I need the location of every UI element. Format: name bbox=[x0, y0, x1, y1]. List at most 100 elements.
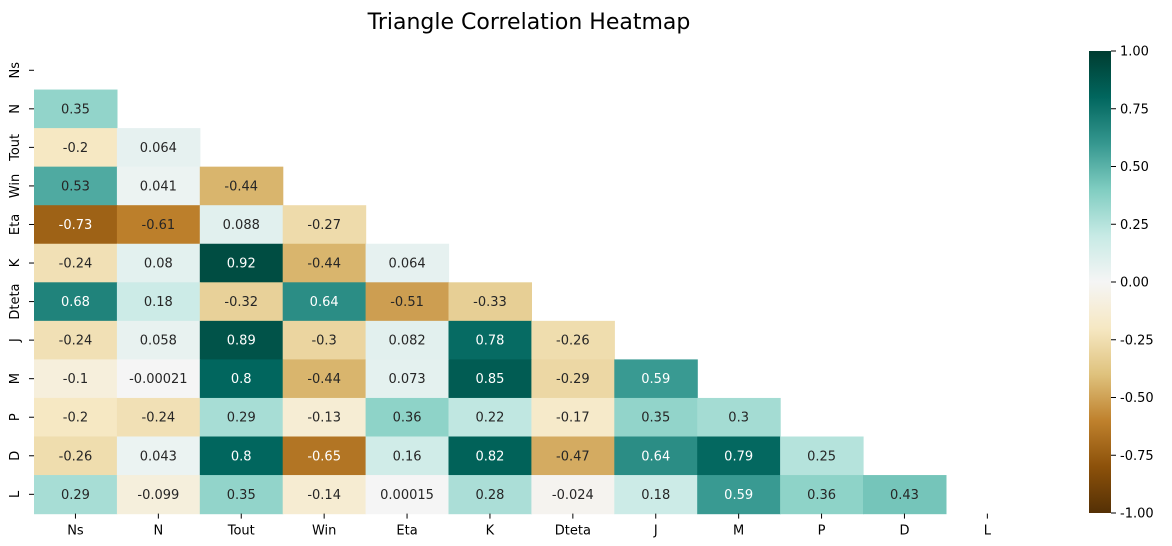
y-tick-label-Ns: Ns bbox=[8, 62, 23, 79]
heatmap-cell-P-Eta bbox=[365, 397, 450, 438]
y-tick-label-Win: Win bbox=[8, 174, 23, 198]
colorbar: -1.00 -0.75 -0.50 -0.25 0.00 0.25 0.50 0.75 1.00 bbox=[1089, 45, 1154, 522]
cell-value-J-Tout: 0.89 bbox=[227, 334, 256, 349]
x-tick-label-D: D bbox=[899, 524, 909, 539]
cell-value-D-Dteta: -0.47 bbox=[556, 449, 590, 464]
heatmap-cell-P-Win bbox=[282, 397, 367, 438]
cell-value-D-Tout: 0.8 bbox=[231, 449, 252, 464]
cell-value-M-Tout: 0.8 bbox=[231, 372, 252, 387]
colorbar-tick-label-6: 0.50 bbox=[1120, 160, 1149, 175]
y-tick-label-Dteta: Dteta bbox=[8, 283, 23, 319]
cell-value-L-J: 0.18 bbox=[641, 488, 670, 503]
x-tick-label-Dteta: Dteta bbox=[555, 524, 591, 539]
y-tick-label-N: N bbox=[8, 104, 23, 114]
cell-value-L-Tout: 0.35 bbox=[227, 488, 256, 503]
colorbar-tick-label-4: 0.00 bbox=[1120, 276, 1149, 291]
heatmap-cell-D-K bbox=[448, 436, 532, 476]
heatmap-cell-J-Ns bbox=[34, 320, 118, 360]
heatmap-cell-D-Dteta bbox=[531, 436, 615, 476]
cell-value-J-Win: -0.3 bbox=[311, 334, 336, 349]
cell-value-M-Eta: 0.073 bbox=[388, 372, 425, 387]
heatmap-cell-L-N bbox=[116, 475, 201, 515]
heatmap-cell-D-N bbox=[116, 436, 201, 476]
heatmap-cell-L-K bbox=[448, 475, 532, 515]
cell-value-D-J: 0.64 bbox=[641, 449, 670, 464]
heatmap-cell-M-N bbox=[116, 359, 201, 399]
cell-value-D-P: 0.25 bbox=[807, 449, 836, 464]
heatmap-cell-L-Ns bbox=[34, 475, 118, 515]
heatmap-cell-Win-Ns bbox=[34, 166, 118, 206]
x-tick-label-K: K bbox=[486, 524, 495, 539]
heatmap-cell-P-N bbox=[116, 397, 201, 438]
cell-value-L-M: 0.59 bbox=[724, 488, 753, 503]
heatmap-cell-P-K bbox=[448, 397, 532, 438]
heatmap-cell-K-N bbox=[116, 243, 201, 283]
heatmap-cell-M-Tout bbox=[199, 359, 284, 399]
cell-value-D-M: 0.79 bbox=[724, 449, 753, 464]
colorbar-tick-label-5: 0.25 bbox=[1120, 218, 1149, 233]
heatmap-cell-D-P bbox=[780, 436, 864, 476]
colorbar-tick-label-3: -0.25 bbox=[1120, 333, 1154, 348]
heatmap-cell-L-Win bbox=[282, 475, 367, 515]
cell-value-Eta-Win: -0.27 bbox=[307, 218, 341, 233]
heatmap-cell-J-N bbox=[116, 320, 201, 360]
x-tick-label-N: N bbox=[153, 524, 163, 539]
heatmap-cell-J-K bbox=[448, 320, 532, 360]
x-tick-label-Ns: Ns bbox=[67, 524, 84, 539]
heatmap-cell-P-Dteta bbox=[531, 397, 615, 438]
colorbar-tick-label-7: 0.75 bbox=[1120, 102, 1149, 117]
heatmap-cell-P-J bbox=[614, 397, 698, 438]
heatmap-cell-Tout-N bbox=[116, 128, 201, 168]
heatmap-cell-Dteta-Eta bbox=[365, 282, 450, 322]
cell-value-P-J: 0.35 bbox=[641, 411, 670, 426]
cell-value-M-J: 0.59 bbox=[641, 372, 670, 387]
colorbar-tick-label-2: -0.50 bbox=[1120, 391, 1154, 406]
heatmap-cell-N-Ns bbox=[34, 89, 118, 129]
heatmap-cell-Eta-Tout bbox=[199, 205, 284, 245]
x-tick-label-M: M bbox=[733, 524, 744, 539]
heatmap-cell-D-Eta bbox=[365, 436, 450, 476]
heatmap-cell-L-P bbox=[780, 475, 864, 515]
heatmap-cell-Dteta-Tout bbox=[199, 282, 284, 322]
cell-value-P-N: -0.24 bbox=[142, 411, 176, 426]
cell-value-L-P: 0.36 bbox=[807, 488, 836, 503]
heatmap-cell-K-Ns bbox=[34, 243, 118, 283]
cell-value-Tout-Ns: -0.2 bbox=[63, 141, 88, 156]
cell-value-J-Dteta: -0.26 bbox=[556, 334, 590, 349]
cell-value-P-Tout: 0.29 bbox=[227, 411, 256, 426]
cell-value-Dteta-Win: 0.64 bbox=[310, 295, 339, 310]
y-tick-label-Tout: Tout bbox=[8, 134, 23, 162]
y-tick-label-M: M bbox=[8, 373, 23, 384]
cell-value-K-Eta: 0.064 bbox=[388, 257, 425, 272]
heatmap-cell-D-J bbox=[614, 436, 698, 476]
cell-value-J-K: 0.78 bbox=[475, 334, 504, 349]
cell-value-P-Ns: -0.2 bbox=[63, 411, 88, 426]
y-tick-label-D: D bbox=[8, 451, 23, 461]
heatmap-cell-L-Tout bbox=[199, 475, 284, 515]
y-tick-label-L: L bbox=[8, 490, 23, 498]
colorbar-gradient bbox=[1089, 51, 1111, 513]
cell-value-Win-Ns: 0.53 bbox=[61, 179, 90, 194]
heatmap-cell-Win-Tout bbox=[199, 166, 284, 206]
heatmap-cell-D-M bbox=[697, 436, 781, 476]
heatmap-cell-K-Eta bbox=[365, 243, 450, 283]
cell-value-J-Eta: 0.082 bbox=[388, 334, 425, 349]
heatmap-cells: 0.35 -0.2 0.064 0.53 0.041 -0.44 -0.73 -0.61 0.0… bbox=[34, 89, 947, 515]
heatmap-cell-M-Win bbox=[282, 359, 367, 399]
heatmap-cell-Dteta-Ns bbox=[34, 282, 118, 322]
cell-value-D-K: 0.82 bbox=[475, 449, 504, 464]
heatmap-cell-J-Dteta bbox=[531, 320, 615, 360]
cell-value-K-Win: -0.44 bbox=[307, 257, 341, 272]
cell-value-Dteta-Eta: -0.51 bbox=[390, 295, 424, 310]
y-tick-label-Eta: Eta bbox=[8, 214, 23, 235]
x-tick-label-L: L bbox=[984, 524, 992, 539]
heatmap-cell-Eta-N bbox=[116, 205, 201, 245]
cell-value-P-M: 0.3 bbox=[728, 411, 749, 426]
heatmap-cell-L-D bbox=[863, 475, 947, 515]
heatmap-cell-M-K bbox=[448, 359, 532, 399]
cell-value-L-Dteta: -0.024 bbox=[552, 488, 594, 503]
y-tick-label-P: P bbox=[8, 413, 23, 421]
cell-value-L-Eta: 0.00015 bbox=[380, 488, 434, 503]
cell-value-P-K: 0.22 bbox=[475, 411, 504, 426]
heatmap-cell-D-Win bbox=[282, 436, 367, 476]
